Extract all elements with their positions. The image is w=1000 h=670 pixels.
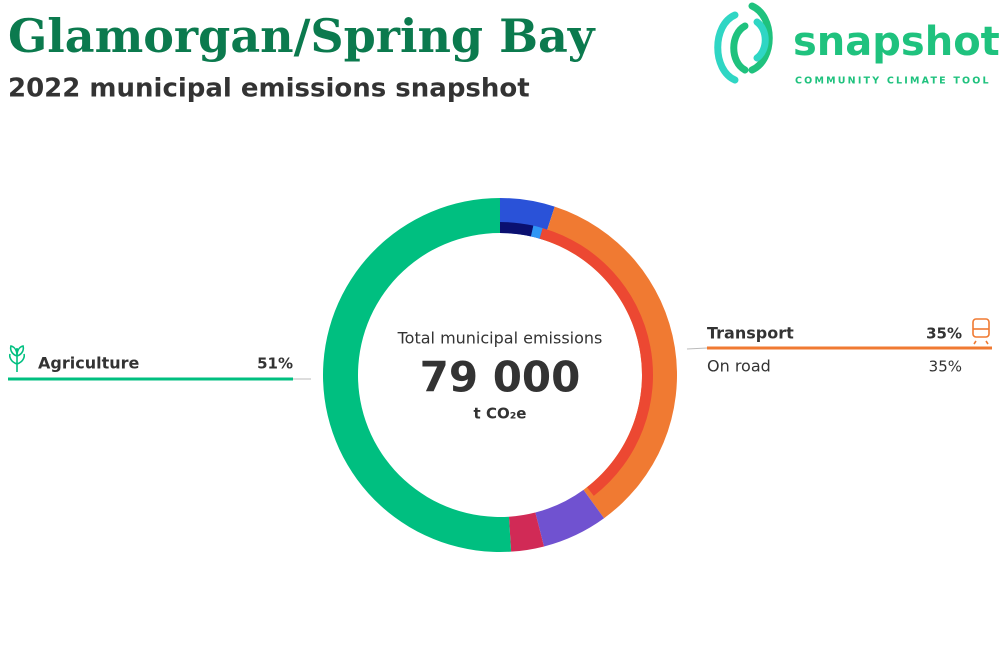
outer-segment bbox=[535, 489, 605, 547]
sub-value-label: 35% bbox=[929, 358, 962, 376]
category-label: Transport bbox=[707, 324, 794, 343]
page-subtitle: 2022 municipal emissions snapshot bbox=[8, 74, 530, 104]
page-title: Glamorgan/Spring Bay bbox=[8, 9, 596, 63]
inner-segment bbox=[539, 228, 653, 496]
transport-icon bbox=[972, 318, 990, 345]
total-unit: t CO₂e bbox=[474, 405, 527, 423]
inner-segment bbox=[500, 222, 534, 237]
outer-segment bbox=[322, 198, 512, 552]
total-value: 79 000 bbox=[420, 353, 581, 402]
logo-tagline: COMMUNITY CLIMATE TOOL bbox=[795, 76, 991, 87]
outer-segment bbox=[508, 512, 545, 552]
logo-name: snapshot bbox=[793, 19, 1000, 65]
value-label: 35% bbox=[926, 325, 962, 343]
outer-segment bbox=[543, 206, 677, 519]
sub-category-label: On road bbox=[707, 357, 771, 376]
inner-segment bbox=[530, 225, 543, 239]
category-label: Agriculture bbox=[38, 354, 140, 373]
leader-line bbox=[686, 347, 708, 350]
logo-icon bbox=[714, 2, 773, 84]
value-label: 51% bbox=[257, 355, 293, 373]
agriculture-icon bbox=[8, 345, 26, 372]
center-title: Total municipal emissions bbox=[397, 329, 603, 348]
